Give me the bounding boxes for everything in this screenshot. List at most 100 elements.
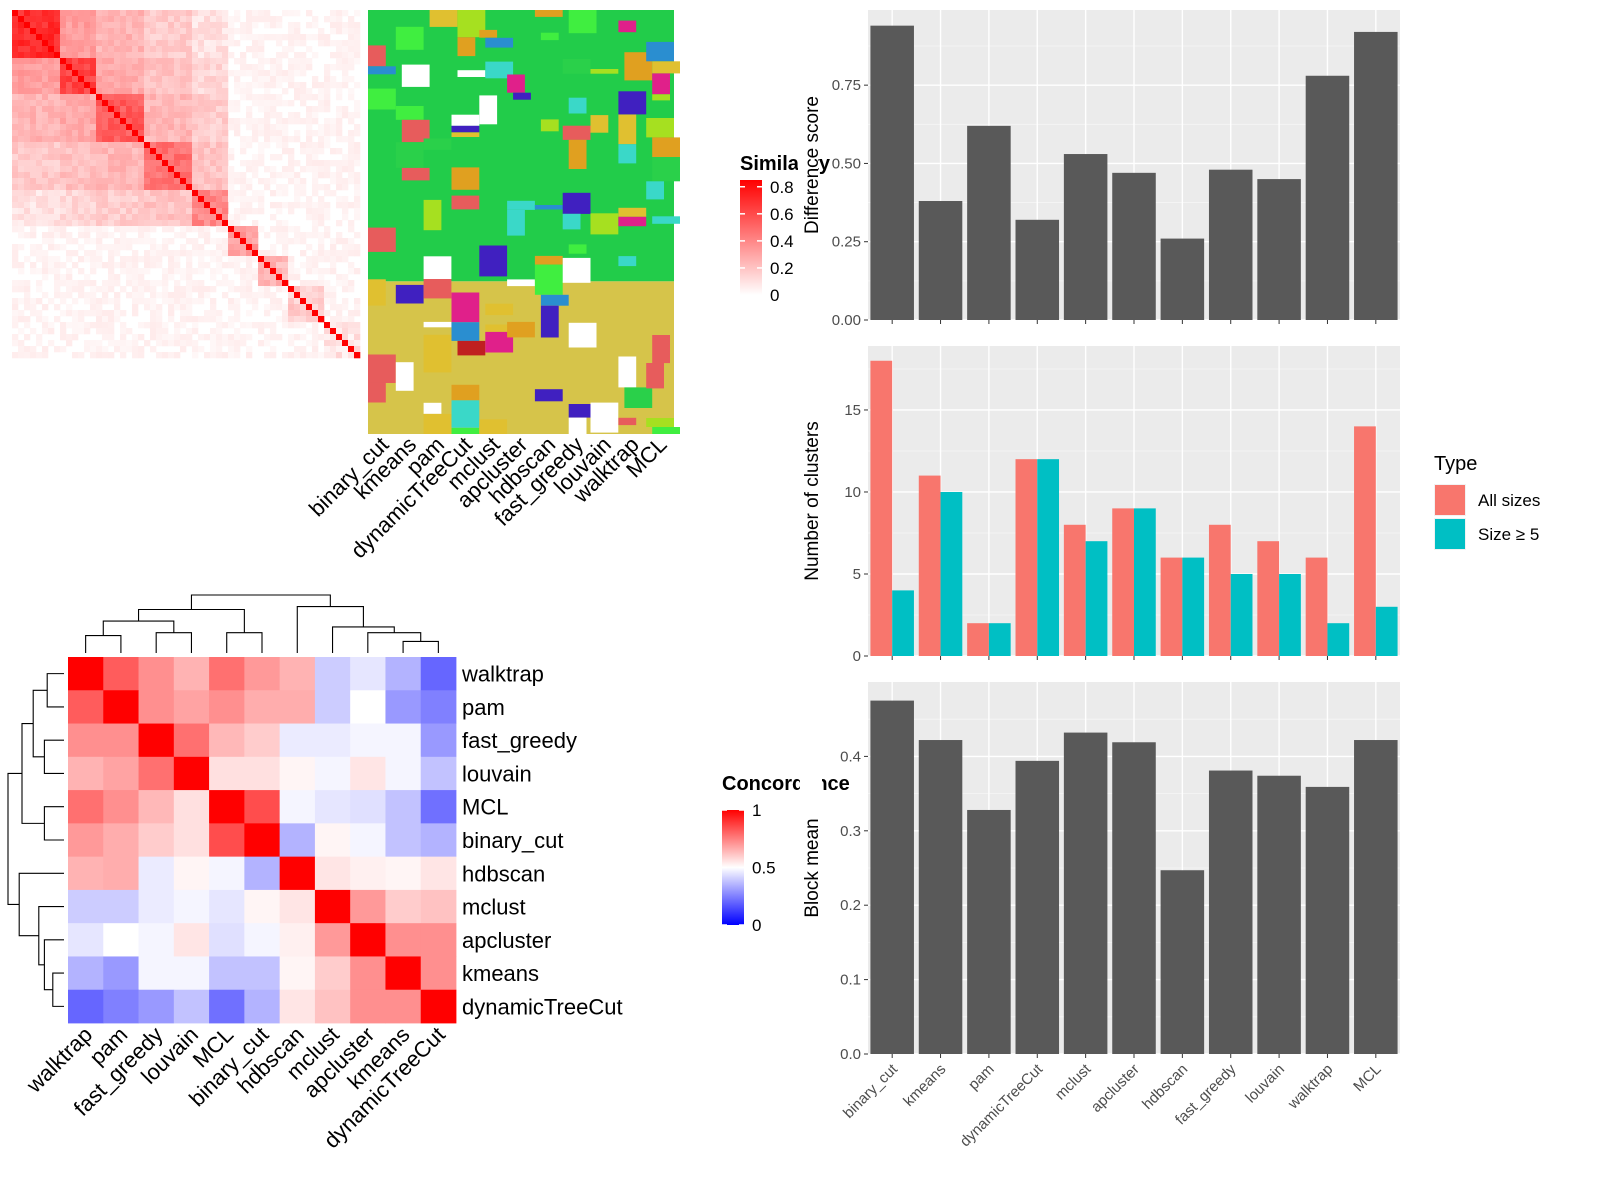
heatmap-cell (68, 989, 104, 1024)
heatmap-cell (244, 923, 281, 957)
x-tick-label-kmeans: kmeans (900, 1061, 949, 1110)
bar-apcluster (1112, 742, 1156, 1054)
cluster-assignment-panel (368, 10, 680, 434)
legend-swatch (1435, 519, 1465, 549)
heatmap-cell (244, 823, 281, 858)
heatmap-cell (173, 756, 210, 791)
heatmap-cell (103, 989, 139, 1024)
heatmap-cell (244, 956, 281, 991)
bar-louvain-0 (1257, 541, 1280, 656)
bar-walktrap (1305, 786, 1350, 1054)
heatmap-cell (420, 956, 457, 991)
heatmap-cell (314, 923, 351, 957)
bar-pam (967, 125, 1011, 320)
y-tick-label: 0.0 (840, 1046, 861, 1063)
heatmap-cell (244, 756, 281, 791)
heatmap-cell (173, 923, 210, 957)
heatmap-cell (420, 723, 457, 758)
bar-MCL-0 (1354, 426, 1376, 656)
heatmap-cell (314, 690, 351, 724)
heatmap-cell (209, 923, 245, 957)
heatmap-cell (420, 657, 457, 691)
heatmap-row-label-apcluster: apcluster (462, 928, 551, 953)
heatmap-cell (420, 923, 457, 957)
x-tick-label-dynamicTreeCut: dynamicTreeCut (957, 1060, 1047, 1150)
bar-mclust-1 (1085, 541, 1108, 656)
similarity-tick-label: 0.8 (770, 178, 794, 197)
heatmap-cell (68, 790, 104, 824)
heatmap-cell (209, 823, 245, 858)
x-tick-label-apcluster: apcluster (1088, 1061, 1143, 1116)
heatmap-cell (350, 756, 386, 791)
heatmap-row-label-dynamicTreeCut: dynamicTreeCut (462, 994, 623, 1019)
concordance-tick-label: 0.5 (752, 859, 776, 878)
y-axis-title: Difference score (802, 96, 823, 234)
heatmap-cell (350, 657, 386, 691)
heatmap-cell (68, 756, 104, 791)
heatmap-cell (350, 723, 386, 758)
bar-louvain (1257, 179, 1301, 320)
heatmap-cell (420, 790, 457, 824)
heatmap-cell (173, 889, 210, 924)
heatmap-cell (279, 823, 316, 858)
heatmap-cell (420, 756, 457, 791)
y-tick-label: 0.25 (832, 234, 861, 251)
heatmap-row-label-kmeans: kmeans (462, 961, 539, 986)
bar-kmeans (918, 201, 963, 320)
heatmap-cell (420, 856, 457, 891)
heatmap-row-label-louvain: louvain (462, 762, 532, 787)
heatmap-cell (138, 657, 175, 691)
y-tick-label: 0.75 (832, 77, 861, 94)
bar-pam-1 (988, 623, 1011, 656)
similarity-tick-label: 0 (770, 286, 779, 305)
heatmap-cell (68, 923, 104, 957)
heatmap-cell (138, 956, 175, 991)
bar-kmeans (918, 740, 963, 1054)
heatmap-cell (209, 657, 245, 691)
heatmap-cell (138, 923, 175, 957)
heatmap-cell (209, 889, 245, 924)
heatmap-cell (314, 657, 351, 691)
difference-score-chart: 0.00 0.25 0.50 0.75 Difference score (802, 10, 1400, 329)
heatmap-cell (138, 823, 175, 858)
heatmap-cell (244, 889, 281, 924)
heatmap-cell (385, 657, 422, 691)
bar-dynamicTreeCut-1 (1037, 459, 1060, 656)
heatmap-row-label-walktrap: walktrap (461, 662, 544, 687)
x-tick-label-louvain: louvain (1242, 1061, 1288, 1107)
heatmap-cell (350, 956, 386, 991)
concordance-legend: Concordance 1 0.5 0 (722, 773, 850, 935)
bar-MCL (1354, 31, 1398, 320)
y-tick-label: 0.2 (840, 897, 861, 914)
heatmap-cell (279, 989, 316, 1024)
heatmap-cell (420, 823, 457, 858)
heatmap-row-label-MCL: MCL (462, 795, 508, 820)
heatmap-cell (138, 989, 175, 1024)
block-mean-chart: 0.0 0.1 0.2 0.3 0.4 Block mean binary_cut kmean… (802, 682, 1400, 1150)
heatmap-cell (350, 790, 386, 824)
heatmap-cell (385, 790, 422, 824)
bar-hdbscan (1160, 238, 1205, 320)
y-tick-label: 0.1 (840, 972, 861, 989)
heatmap-cell (385, 956, 422, 991)
heatmap-cell (385, 723, 422, 758)
heatmap-cell (103, 690, 139, 724)
y-tick-label: 10 (844, 484, 861, 501)
heatmap-cell (279, 690, 316, 724)
heatmap-cell (209, 790, 245, 824)
heatmap-cell (314, 823, 351, 858)
heatmap-cell (350, 989, 386, 1024)
heatmap-cell (138, 889, 175, 924)
heatmap-cell (138, 756, 175, 791)
bar-dynamicTreeCut-0 (1015, 459, 1038, 656)
x-tick-label-binary_cut: binary_cut (840, 1060, 902, 1122)
heatmap-cell (68, 856, 104, 891)
heatmap-row-label-fast_greedy: fast_greedy (462, 728, 577, 753)
heatmap-cell (279, 956, 316, 991)
heatmap-cell (420, 989, 457, 1024)
heatmap-cell (244, 657, 281, 691)
heatmap-cell (173, 856, 210, 891)
heatmap-cell (68, 657, 104, 691)
